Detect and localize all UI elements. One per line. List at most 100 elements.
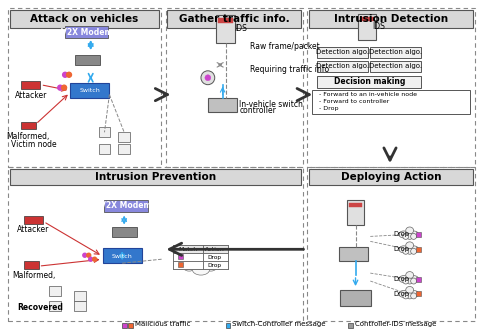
- Text: Detection algo.: Detection algo.: [316, 63, 369, 69]
- Circle shape: [57, 85, 63, 90]
- Text: Controller-IDS message: Controller-IDS message: [354, 321, 436, 327]
- Circle shape: [92, 257, 97, 261]
- Bar: [74, 291, 86, 301]
- Polygon shape: [21, 81, 41, 89]
- Text: Detection algo.: Detection algo.: [316, 49, 369, 55]
- Polygon shape: [113, 227, 137, 237]
- Bar: [70, 83, 109, 98]
- Ellipse shape: [411, 233, 417, 239]
- Bar: [49, 301, 61, 311]
- Text: Intrusion Prevention: Intrusion Prevention: [95, 172, 216, 182]
- Text: Decision making: Decision making: [334, 77, 405, 86]
- Ellipse shape: [409, 231, 419, 238]
- Text: Attack on vehicles: Attack on vehicles: [30, 14, 138, 24]
- Text: Gather traffic info.: Gather traffic info.: [179, 14, 290, 24]
- Bar: [349, 203, 363, 207]
- Text: Intrusion Detection: Intrusion Detection: [334, 14, 448, 24]
- Ellipse shape: [406, 242, 414, 249]
- Bar: [65, 26, 108, 38]
- Bar: [122, 323, 127, 328]
- Bar: [173, 245, 228, 269]
- Bar: [166, 8, 303, 167]
- Bar: [312, 90, 470, 115]
- Text: Switch-Controller message: Switch-Controller message: [232, 321, 326, 327]
- Ellipse shape: [406, 287, 414, 293]
- Bar: [217, 18, 233, 23]
- Text: Drop: Drop: [394, 246, 410, 252]
- Text: Victim node: Victim node: [11, 140, 57, 149]
- Text: In-vehicle switch: In-vehicle switch: [240, 100, 303, 109]
- Bar: [99, 127, 110, 137]
- Text: IDS: IDS: [234, 24, 247, 33]
- Text: IDS: IDS: [373, 22, 386, 31]
- Bar: [370, 61, 422, 72]
- Text: Switch: Switch: [80, 88, 100, 93]
- Bar: [317, 47, 368, 58]
- Text: Drop: Drop: [208, 263, 222, 268]
- Bar: [173, 245, 203, 253]
- Circle shape: [83, 253, 87, 257]
- Ellipse shape: [409, 276, 419, 283]
- Ellipse shape: [407, 248, 412, 254]
- Bar: [8, 8, 160, 167]
- Bar: [340, 290, 371, 306]
- Text: Raw frame/packet: Raw frame/packet: [250, 42, 320, 50]
- Bar: [358, 14, 376, 40]
- Bar: [118, 132, 130, 142]
- Bar: [317, 76, 422, 88]
- Bar: [203, 253, 228, 261]
- Text: Match: Match: [179, 247, 198, 252]
- Bar: [178, 254, 183, 259]
- Bar: [208, 98, 238, 113]
- Circle shape: [205, 75, 211, 81]
- Text: Drop: Drop: [394, 291, 410, 297]
- Text: Drop: Drop: [208, 255, 222, 260]
- Ellipse shape: [411, 248, 417, 254]
- Ellipse shape: [182, 259, 196, 271]
- Text: Recovered: Recovered: [18, 303, 63, 312]
- Bar: [308, 167, 475, 321]
- Bar: [103, 248, 142, 263]
- Bar: [118, 144, 130, 154]
- Text: Switch: Switch: [112, 254, 133, 259]
- Bar: [416, 247, 421, 252]
- Text: Deploying Action: Deploying Action: [341, 172, 441, 182]
- Text: Detection algo.: Detection algo.: [369, 49, 422, 55]
- Text: Detection algo.: Detection algo.: [369, 63, 422, 69]
- Ellipse shape: [399, 246, 409, 253]
- Ellipse shape: [399, 290, 409, 297]
- Ellipse shape: [399, 276, 409, 283]
- Text: controller: controller: [240, 106, 276, 115]
- Circle shape: [67, 72, 71, 77]
- Bar: [416, 291, 421, 296]
- Polygon shape: [24, 215, 44, 223]
- Polygon shape: [21, 123, 35, 129]
- Text: - Forward to an in-vehicle node: - Forward to an in-vehicle node: [319, 92, 417, 97]
- Circle shape: [63, 72, 68, 77]
- Ellipse shape: [407, 278, 412, 284]
- Circle shape: [89, 257, 92, 261]
- Text: V2X Modem: V2X Modem: [61, 28, 113, 37]
- Text: V2X Modem: V2X Modem: [101, 201, 152, 210]
- Text: Action: Action: [205, 247, 225, 252]
- Ellipse shape: [199, 254, 219, 268]
- Bar: [99, 144, 110, 154]
- Ellipse shape: [406, 227, 414, 234]
- Circle shape: [201, 71, 215, 85]
- Circle shape: [87, 253, 91, 257]
- Ellipse shape: [204, 259, 217, 271]
- Ellipse shape: [403, 233, 409, 239]
- Bar: [348, 323, 353, 328]
- Ellipse shape: [181, 254, 201, 268]
- Ellipse shape: [403, 278, 409, 284]
- Bar: [10, 169, 301, 185]
- Bar: [173, 261, 203, 269]
- Polygon shape: [75, 55, 100, 65]
- Bar: [104, 200, 148, 211]
- Bar: [416, 232, 421, 237]
- Bar: [226, 323, 230, 328]
- Bar: [168, 10, 301, 28]
- Ellipse shape: [193, 245, 209, 257]
- Bar: [203, 261, 228, 269]
- Bar: [128, 323, 133, 328]
